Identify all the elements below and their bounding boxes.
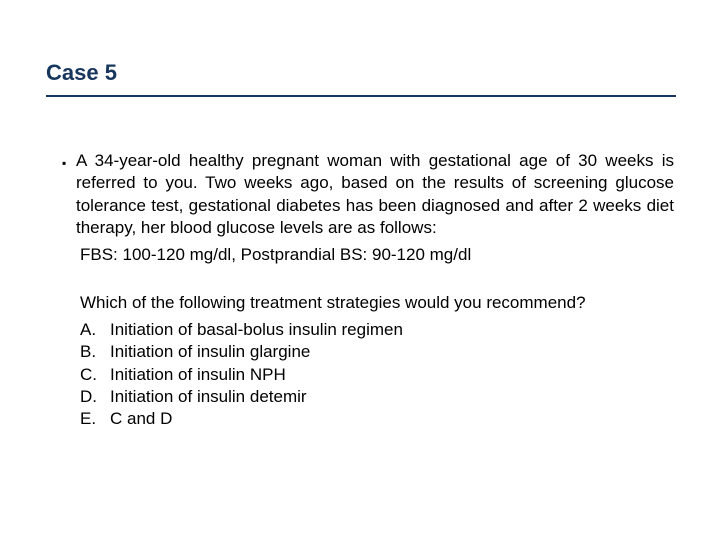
case-paragraph-row: ▪ A 34-year-old healthy pregnant woman w…: [62, 150, 674, 240]
option-letter: D.: [80, 386, 110, 408]
option-text: C and D: [110, 408, 674, 430]
slide: Case 5 ▪ A 34-year-old healthy pregnant …: [0, 0, 720, 540]
options-list: A. Initiation of basal-bolus insulin reg…: [80, 319, 674, 431]
slide-body: ▪ A 34-year-old healthy pregnant woman w…: [62, 150, 674, 431]
option-text: Initiation of basal-bolus insulin regime…: [110, 319, 674, 341]
option-b: B. Initiation of insulin glargine: [80, 341, 674, 363]
option-letter: A.: [80, 319, 110, 341]
option-letter: B.: [80, 341, 110, 363]
case-paragraph: A 34-year-old healthy pregnant woman wit…: [76, 150, 674, 240]
title-underline: [46, 95, 676, 97]
option-text: Initiation of insulin detemir: [110, 386, 674, 408]
question-text: Which of the following treatment strateg…: [80, 292, 674, 314]
option-text: Initiation of insulin glargine: [110, 341, 674, 363]
option-letter: C.: [80, 364, 110, 386]
option-d: D. Initiation of insulin detemir: [80, 386, 674, 408]
option-a: A. Initiation of basal-bolus insulin reg…: [80, 319, 674, 341]
option-e: E. C and D: [80, 408, 674, 430]
option-text: Initiation of insulin NPH: [110, 364, 674, 386]
bullet-square-icon: ▪: [62, 150, 76, 174]
lab-values-line: FBS: 100-120 mg/dl, Postprandial BS: 90-…: [80, 244, 674, 266]
option-letter: E.: [80, 408, 110, 430]
option-c: C. Initiation of insulin NPH: [80, 364, 674, 386]
slide-title: Case 5: [46, 60, 117, 86]
